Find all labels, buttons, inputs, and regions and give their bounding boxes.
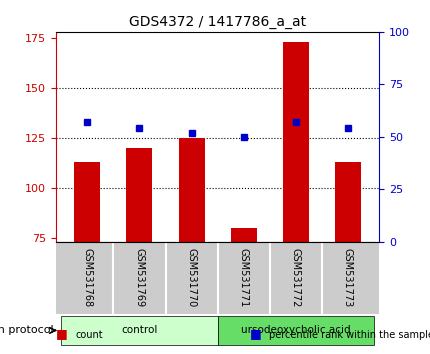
Text: ■: ■	[56, 327, 68, 340]
Bar	[282, 42, 308, 242]
Text: GSM531771: GSM531771	[238, 248, 248, 308]
Text: GSM531770: GSM531770	[186, 248, 196, 308]
Text: ■: ■	[249, 327, 261, 340]
Text: ursodeoxycholic acid: ursodeoxycholic acid	[240, 325, 350, 336]
Text: percentile rank within the sample: percentile rank within the sample	[269, 330, 430, 340]
Bar	[74, 162, 100, 242]
Text: control: control	[121, 325, 157, 336]
Text: count: count	[75, 330, 103, 340]
Text: growth protocol: growth protocol	[0, 325, 53, 336]
Text: GSM531768: GSM531768	[82, 249, 92, 308]
Text: GSM531773: GSM531773	[342, 248, 352, 308]
Bar	[126, 148, 152, 242]
Bar	[230, 228, 256, 242]
Bar	[334, 162, 360, 242]
Text: GSM531769: GSM531769	[134, 249, 144, 308]
Text: GSM531772: GSM531772	[290, 248, 300, 308]
Bar	[178, 138, 204, 242]
Title: GDS4372 / 1417786_a_at: GDS4372 / 1417786_a_at	[129, 16, 305, 29]
FancyBboxPatch shape	[61, 315, 217, 345]
FancyBboxPatch shape	[217, 315, 373, 345]
